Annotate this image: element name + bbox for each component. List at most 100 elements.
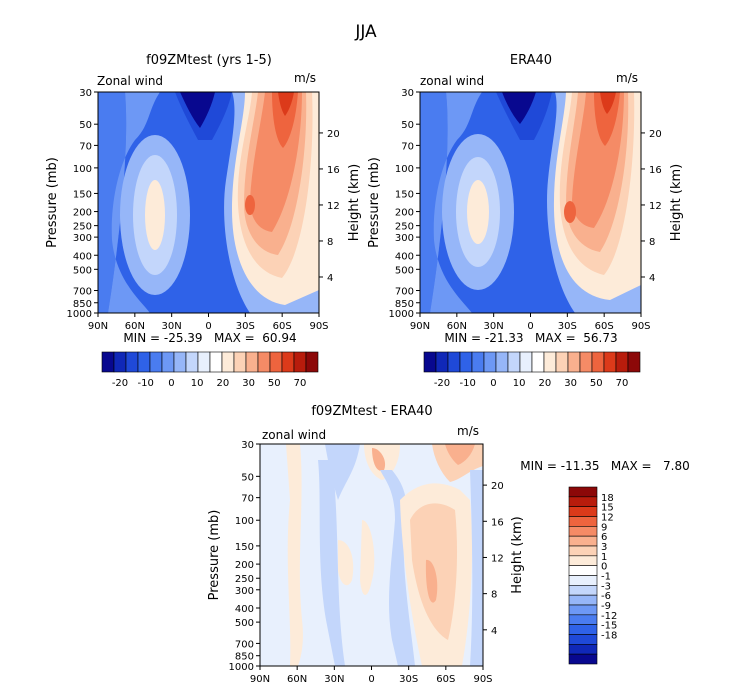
x-tick-label: 90S: [631, 321, 650, 332]
colorbar-swatch: [447, 351, 461, 373]
panel-model-colorbar: -20 -10 0 10 20 30 50 70: [101, 351, 319, 389]
y-tick-label: 850: [73, 299, 92, 310]
colorbar-swatch: [209, 351, 223, 373]
y-tick-label: 400: [73, 251, 92, 262]
y-tick-label: 30: [241, 440, 254, 451]
colorbar-label: -1: [601, 572, 611, 583]
colorbar-swatch: [483, 351, 497, 373]
colorbar-swatch: [568, 545, 598, 557]
x-tick-label: 90N: [88, 321, 108, 332]
colorbar-label: 18: [601, 493, 614, 504]
colorbar-label: 6: [601, 532, 607, 543]
y-right-tick-label: 16: [649, 165, 662, 176]
x-tick-label: 30S: [236, 321, 255, 332]
panel-obs: ERA40 zonal wind m/s 3050701001502002503…: [367, 53, 684, 389]
colorbar-label: 30: [564, 378, 577, 389]
x-tick-label: 30N: [324, 674, 344, 685]
panel-obs-colorbar: -20 -10 0 10 20 30 50 70: [423, 351, 641, 389]
y-right-tick-label: 4: [491, 626, 497, 637]
colorbar-swatch: [185, 351, 199, 373]
contour-band: [470, 470, 483, 666]
panel-diff: f09ZMtest - ERA40 zonal wind m/s 3050701…: [207, 404, 690, 685]
y-tick-label: 700: [395, 287, 414, 298]
contour-band: [272, 92, 298, 148]
panel-diff-title: f09ZMtest - ERA40: [311, 404, 432, 419]
panel-model-corner-right: m/s: [294, 71, 316, 85]
panel-model-corner-left: Zonal wind: [97, 74, 163, 88]
colorbar-label: 30: [242, 378, 255, 389]
contour-band: [338, 540, 354, 586]
colorbar-swatch: [568, 634, 598, 645]
y-tick-label: 100: [395, 164, 414, 175]
y-tick-label: 30: [79, 88, 92, 99]
colorbar-swatch: [221, 351, 235, 373]
colorbar-label: -9: [601, 601, 611, 612]
panel-diff-corner-left: zonal wind: [262, 428, 326, 442]
colorbar-label: -18: [601, 631, 617, 642]
contour-band: [360, 520, 375, 595]
y-tick-label: 200: [73, 208, 92, 219]
colorbar-swatch: [495, 351, 509, 373]
panel-model-title: f09ZMtest (yrs 1-5): [146, 53, 272, 68]
colorbar-label: -10: [138, 378, 154, 389]
colorbar-swatch: [579, 351, 593, 373]
contour-band: [180, 92, 215, 128]
y-right-tick-label: 8: [649, 237, 655, 248]
colorbar-swatch: [149, 351, 163, 373]
colorbar-swatch: [568, 486, 598, 498]
colorbar-swatch: [281, 351, 295, 373]
panel-obs-stats: MIN = -21.33 MAX = 56.73: [444, 331, 617, 345]
colorbar-swatch: [471, 351, 485, 373]
panel-1-axes: 305070100150200250300400500700850100090N…: [367, 88, 684, 332]
panel-obs-plot: [419, 91, 642, 314]
colorbar-swatch: [233, 351, 247, 373]
figure-title: JJA: [354, 22, 377, 42]
colorbar-label: 20: [216, 378, 229, 389]
y-tick-label: 1000: [67, 309, 92, 320]
panel-diff-corner-right: m/s: [457, 424, 479, 438]
colorbar-swatch: [435, 351, 449, 373]
colorbar-swatch: [568, 644, 598, 655]
panel-obs-title: ERA40: [510, 53, 552, 68]
colorbar-swatch: [568, 496, 598, 507]
y-right-axis-label: Height (km): [669, 164, 684, 241]
contour-band: [380, 470, 415, 666]
contour-band: [600, 92, 616, 114]
colorbar-label: 12: [601, 513, 614, 524]
x-tick-label: 90S: [309, 321, 328, 332]
y-tick-label: 300: [73, 233, 92, 244]
colorbar-swatch: [568, 585, 598, 596]
x-tick-label: 60N: [447, 321, 467, 332]
y-tick-label: 850: [395, 299, 414, 310]
x-tick-label: 90S: [473, 674, 492, 685]
colorbar-swatch: [531, 351, 545, 373]
x-tick-label: 90N: [410, 321, 430, 332]
x-tick-label: 60S: [436, 674, 455, 685]
contour-band: [425, 559, 438, 603]
contour-band: [445, 444, 475, 465]
panel-obs-corner-right: m/s: [616, 71, 638, 85]
contour-band: [420, 92, 448, 313]
colorbar-label: 0: [490, 378, 496, 389]
y-tick-label: 200: [395, 208, 414, 219]
colorbar-label: 20: [538, 378, 551, 389]
colorbar-swatch: [137, 351, 151, 373]
colorbar-swatch: [245, 351, 259, 373]
colorbar-swatch: [507, 351, 521, 373]
colorbar-swatch: [568, 565, 598, 576]
panel-diff-plot: [259, 443, 484, 667]
contour-band: [372, 448, 386, 471]
y-tick-label: 1000: [229, 662, 254, 673]
y-right-tick-label: 8: [491, 590, 497, 601]
colorbar-swatch: [305, 351, 319, 373]
y-right-tick-label: 4: [327, 273, 333, 284]
y-tick-label: 70: [401, 141, 414, 152]
x-tick-label: 90N: [250, 674, 270, 685]
y-tick-label: 500: [73, 265, 92, 276]
colorbar-label: -10: [460, 378, 476, 389]
y-tick-label: 200: [235, 560, 254, 571]
colorbar-swatch: [423, 351, 437, 373]
y-tick-label: 50: [401, 120, 414, 131]
colorbar-swatch: [568, 604, 598, 616]
